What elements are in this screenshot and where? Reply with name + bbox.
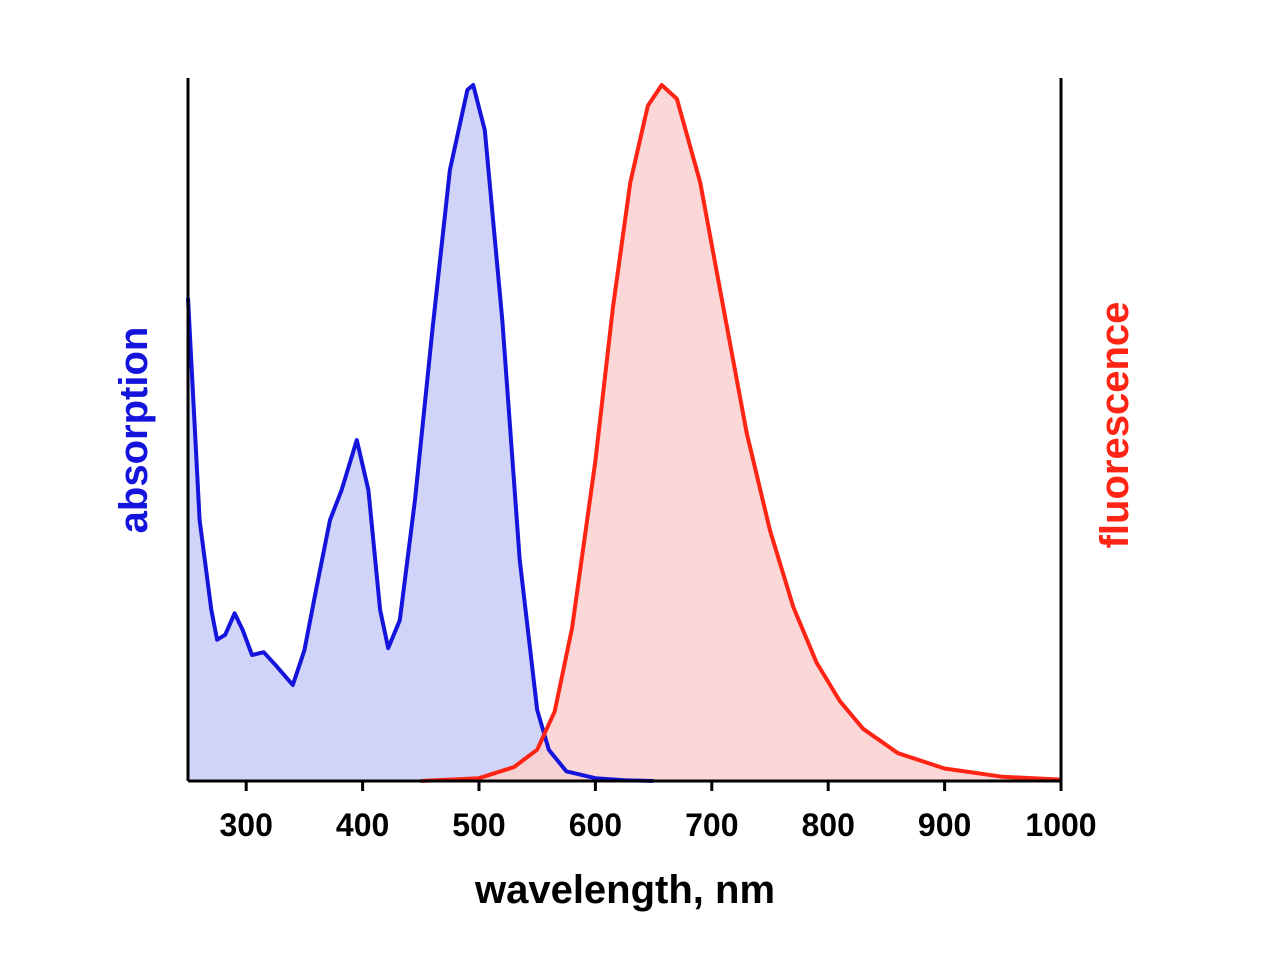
y2-axis-title: fluorescence: [1093, 302, 1137, 549]
x-tick-label: 500: [452, 807, 505, 843]
area-fill: [188, 85, 654, 781]
x-tick-label: 1000: [1025, 807, 1096, 843]
x-tick-label: 400: [336, 807, 389, 843]
x-tick-label: 600: [569, 807, 622, 843]
x-axis-title: wavelength, nm: [474, 868, 775, 912]
x-tick-label: 800: [802, 807, 855, 843]
y-axis-title: absorption: [112, 327, 156, 534]
x-tick-label: 700: [685, 807, 738, 843]
x-tick-label: 900: [918, 807, 971, 843]
x-tick-label: 300: [220, 807, 273, 843]
line: [186, 83, 654, 783]
area-fill: [420, 85, 1061, 781]
line: [420, 83, 1062, 783]
